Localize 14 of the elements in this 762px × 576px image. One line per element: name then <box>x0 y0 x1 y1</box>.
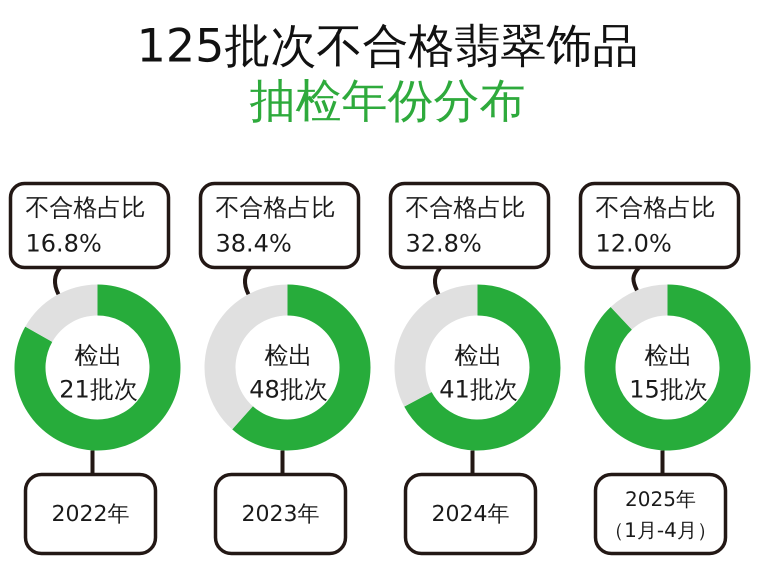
data-label: 不合格占比 12.0% <box>596 193 716 258</box>
data-label: 不合格占比 32.8% <box>406 193 526 258</box>
text: 2023年 <box>242 502 320 527</box>
text: 抽检年份分布 <box>250 74 526 128</box>
data-label: 不合格占比 16.8% <box>26 193 146 258</box>
text: 125批次不合格翡翠饰品 <box>136 18 638 72</box>
text: 检出 15批次 <box>629 342 708 404</box>
text: 2024年 <box>432 502 510 527</box>
text: 2025年（1月-4月） <box>604 486 717 542</box>
text: 检出 48批次 <box>249 342 328 404</box>
text: 检出 41批次 <box>439 342 518 404</box>
data-label: 不合格占比 38.4% <box>216 193 336 258</box>
text: 2022年 <box>52 502 130 527</box>
text: 检出 21批次 <box>59 342 138 404</box>
